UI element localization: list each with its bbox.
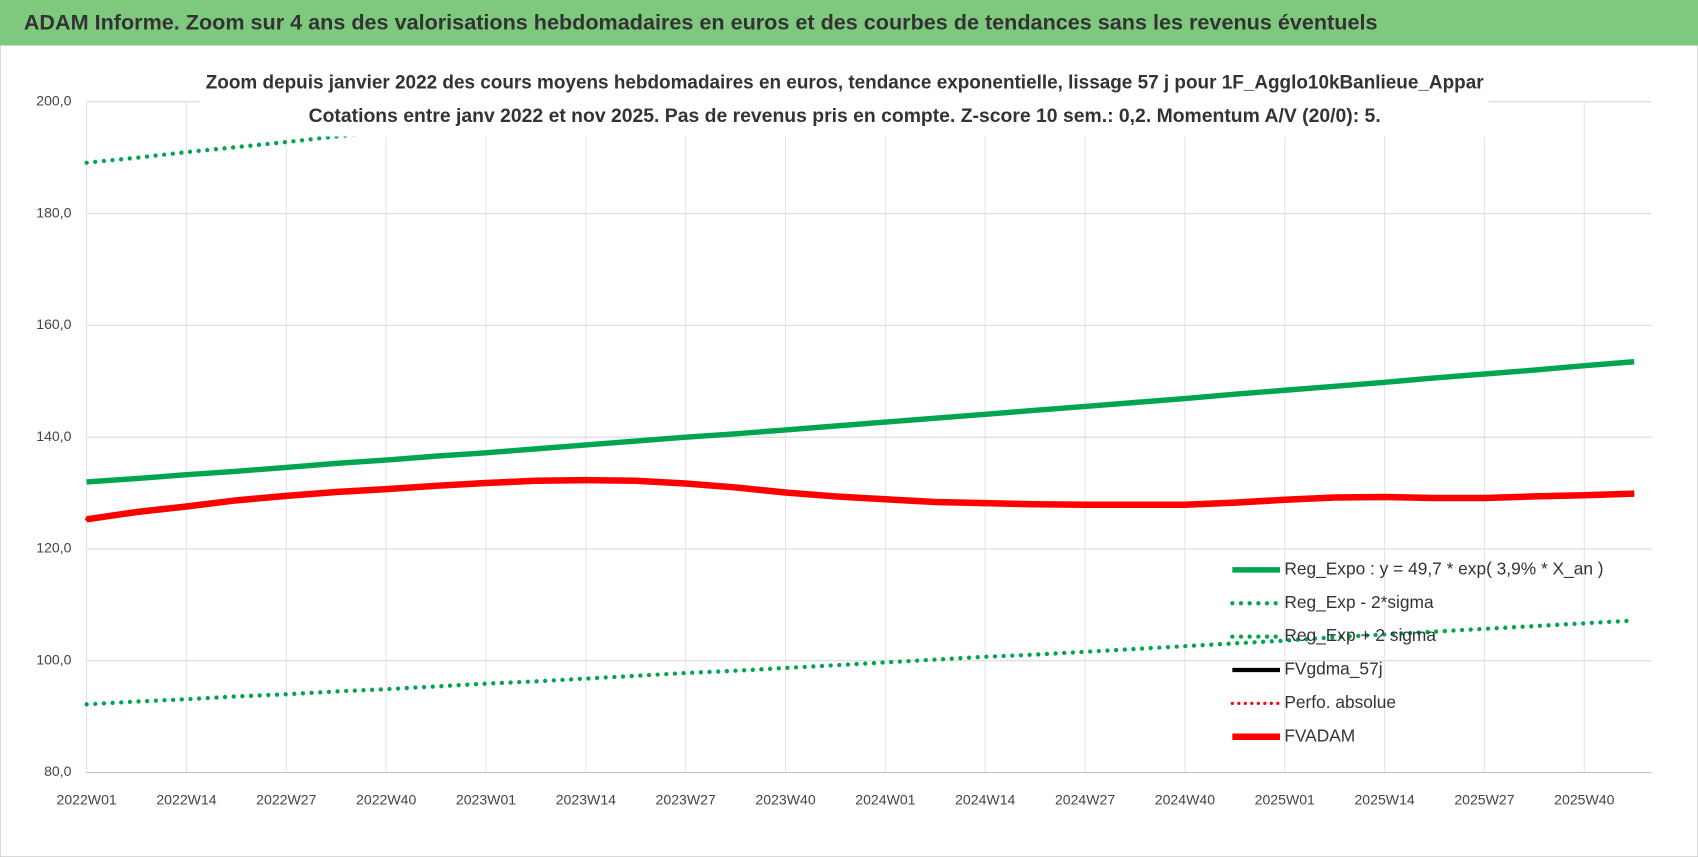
chart-title: Zoom depuis janvier 2022 des cours moyen… [206,72,1484,94]
legend-label: Reg_Exp - 2*sigma [1284,592,1434,612]
x-tick-label: 2024W27 [1055,791,1115,807]
legend-label: Perfo. absolue [1284,692,1396,712]
x-tick-label: 2023W01 [456,791,516,807]
x-tick-label: 2023W40 [755,791,815,807]
header-title: ADAM Informe. Zoom sur 4 ans des valoris… [24,10,1378,35]
x-tick-label: 2025W14 [1354,791,1414,807]
axes: 80,0 100,0 120,0 140,0 160,0 180,0 200,0 2022W0… [36,93,1652,807]
y-tick-label: 100,0 [36,651,71,667]
y-tick-label: 80,0 [44,763,72,779]
series-line [86,359,1635,485]
legend-label: FVgdma_57j [1284,659,1382,679]
legend-label: Reg_Exp + 2 sigma [1284,625,1436,645]
x-tick-label: 2025W01 [1255,791,1315,807]
x-tick-label: 2024W40 [1155,791,1215,807]
y-tick-label: 160,0 [36,316,71,332]
x-tick-label: 2024W14 [955,791,1015,807]
y-tick-label: 140,0 [36,428,71,444]
chart-subtitle: Cotations entre janv 2022 et nov 2025. P… [309,105,1381,127]
x-tick-label: 2024W01 [855,791,915,807]
header-bar [0,0,1698,46]
x-tick-label: 2022W40 [356,791,416,807]
x-tick-label: 2023W14 [556,791,616,807]
x-tick-label: 2022W01 [57,791,117,807]
x-tick-label: 2023W27 [656,791,716,807]
x-tick-label: 2022W14 [156,791,216,807]
legend-label: FVADAM [1284,725,1355,745]
legend: Reg_Expo : y = 49,7 * exp( 3,9% * X_an )… [1230,558,1604,745]
x-tick-label: 2025W27 [1454,791,1514,807]
x-tick-label: 2025W40 [1554,791,1614,807]
series-line [86,476,1635,523]
y-tick-label: 120,0 [36,540,71,556]
y-tick-label: 200,0 [36,93,71,109]
series-line [84,618,1637,707]
x-tick-label: 2022W27 [256,791,316,807]
legend-label: Reg_Expo : y = 49,7 * exp( 3,9% * X_an ) [1284,558,1603,578]
title-box [200,65,1489,137]
y-tick-label: 180,0 [36,204,71,220]
